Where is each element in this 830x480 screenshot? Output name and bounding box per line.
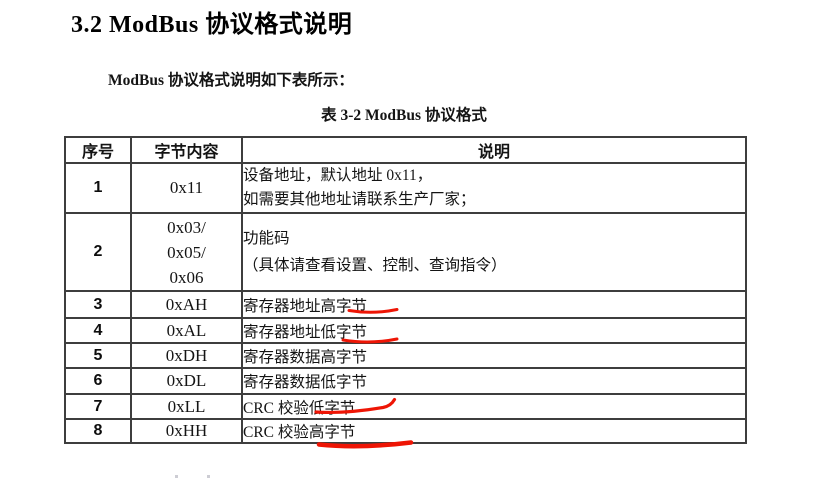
desc-line: 设备地址，默认地址 0x11， (243, 167, 433, 184)
desc-line: （具体请查看设置、控制、查询指令） (243, 257, 507, 274)
section-heading: 3.2 ModBus 协议格式说明 (71, 12, 353, 38)
table-row: 6 0xDL 寄存器数据低字节 (64, 367, 747, 395)
modbus-format-table: 序号 字节内容 说明 1 0x11 设备地址，默认地址 0x11， 如需要其他地… (64, 136, 747, 444)
table-header-row: 序号 字节内容 说明 (64, 136, 747, 164)
cell-byte: 0xAH (130, 290, 243, 319)
table-row: 2 0x03/ 0x05/ 0x06 功能码 （具体请查看设置、控制、查询指令） (64, 212, 747, 292)
header-description: 说明 (241, 136, 747, 164)
table-row: 7 0xLL CRC 校验低字节 (64, 393, 747, 420)
clipped-text-fragment (207, 475, 210, 478)
table-row: 8 0xHH CRC 校验高字节 (64, 418, 747, 444)
byte-line: 0x03/ (167, 217, 206, 237)
cell-seq: 8 (64, 418, 132, 444)
cell-desc: 功能码 （具体请查看设置、控制、查询指令） (241, 212, 747, 292)
intro-paragraph: ModBus 协议格式说明如下表所示： (108, 72, 354, 89)
table-caption: 表 3-2 ModBus 协议格式 (321, 107, 487, 124)
cell-desc: 寄存器地址高字节 (241, 290, 747, 319)
cell-desc: CRC 校验低字节 (241, 393, 747, 420)
cell-byte: 0xAL (130, 317, 243, 344)
cell-seq: 7 (64, 393, 132, 420)
table-row: 5 0xDH 寄存器数据高字节 (64, 342, 747, 369)
cell-seq: 4 (64, 317, 132, 344)
header-byte-content: 字节内容 (130, 136, 243, 164)
cell-byte: 0x03/ 0x05/ 0x06 (130, 212, 243, 292)
cell-seq: 1 (64, 162, 132, 214)
cell-desc: CRC 校验高字节 (241, 418, 747, 444)
cell-seq: 6 (64, 367, 132, 395)
desc-line: 功能码 (243, 230, 290, 247)
desc-line: 如需要其他地址请联系生产厂家； (243, 191, 476, 208)
table-row: 4 0xAL 寄存器地址低字节 (64, 317, 747, 344)
cell-desc: 寄存器数据低字节 (241, 367, 747, 395)
cell-seq: 3 (64, 290, 132, 319)
clipped-text-fragment (175, 475, 178, 478)
cell-byte: 0x11 (130, 162, 243, 214)
cell-seq: 5 (64, 342, 132, 369)
byte-line: 0x05/ (167, 242, 206, 262)
table-row: 3 0xAH 寄存器地址高字节 (64, 290, 747, 319)
cell-desc: 设备地址，默认地址 0x11， 如需要其他地址请联系生产厂家； (241, 162, 747, 214)
byte-line: 0x06 (169, 267, 204, 287)
cell-desc: 寄存器数据高字节 (241, 342, 747, 369)
cell-desc: 寄存器地址低字节 (241, 317, 747, 344)
table-row: 1 0x11 设备地址，默认地址 0x11， 如需要其他地址请联系生产厂家； (64, 162, 747, 214)
cell-byte: 0xHH (130, 418, 243, 444)
cell-byte: 0xDH (130, 342, 243, 369)
cell-byte: 0xLL (130, 393, 243, 420)
cell-byte: 0xDL (130, 367, 243, 395)
header-seq: 序号 (64, 136, 132, 164)
cell-seq: 2 (64, 212, 132, 292)
